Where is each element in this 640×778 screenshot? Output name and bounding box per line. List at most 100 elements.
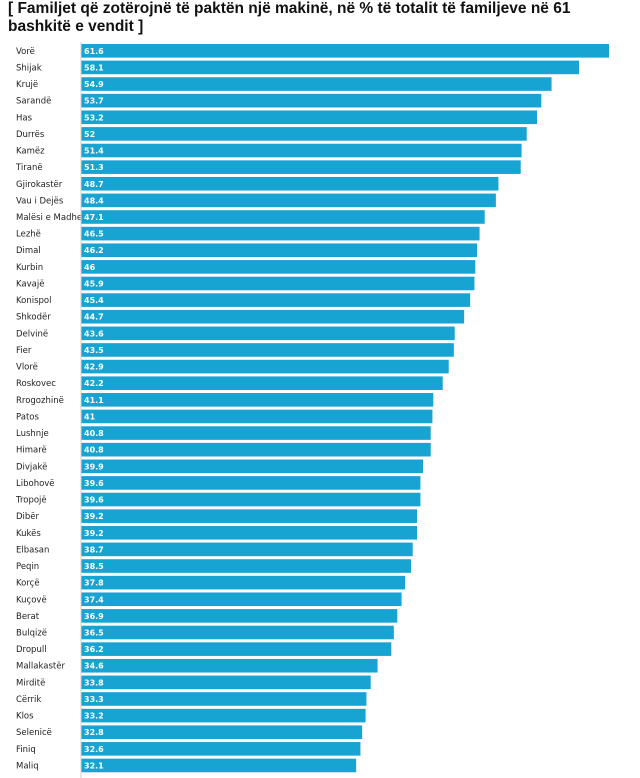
bar-row: Has 53.2 [16,110,537,125]
bar-row: Libohovë 39.6 [16,476,421,490]
category-label: Maliq [16,761,39,771]
category-label: Dropull [16,645,47,655]
bar [81,692,367,706]
bar [81,260,476,274]
category-label: Lezhë [16,230,41,240]
value-label: 48.7 [84,180,104,189]
bar [81,409,433,424]
bar [81,193,496,208]
category-label: Klos [16,712,34,722]
value-label: 36.2 [84,645,104,654]
value-label: 44.7 [84,313,104,322]
bar [81,609,398,623]
value-label: 42.9 [84,363,104,372]
bar [81,127,527,141]
value-label: 53.7 [84,97,104,106]
category-label: Himarë [16,446,47,456]
value-label: 32.8 [84,728,104,737]
value-label: 39.6 [84,496,104,505]
value-label: 33.3 [84,695,104,704]
bar [81,93,542,108]
bar [81,343,454,357]
category-label: Peqin [16,562,39,572]
bar [81,44,609,58]
bar [81,509,417,523]
bar-row: Tiranë 51.3 [15,160,521,174]
value-label: 45.9 [84,279,104,288]
bar [81,658,378,673]
value-label: 37.8 [84,579,104,588]
bar-row: Elbasan 38.7 [16,542,413,557]
bar-row: Shkodër 44.7 [16,309,465,324]
value-label: 38.5 [84,562,104,571]
bar [81,459,423,474]
category-label: Vorë [16,47,35,57]
value-label: 47.1 [84,213,104,222]
bar-row: Rrogozhinë 41.1 [16,393,434,407]
bar [81,243,477,258]
bar [81,592,402,607]
bar [81,143,522,158]
category-label: Kukës [16,529,41,539]
bar [81,492,421,507]
bar [81,575,405,590]
value-label: 33.2 [84,712,104,721]
bar-row: Kukës 39.2 [16,525,417,540]
bar-row: Maliq 32.1 [16,758,357,773]
bar-row: Krujë 54.9 [16,77,552,91]
category-label: Konispol [16,296,52,306]
value-label: 53.2 [84,113,104,122]
value-label: 36.9 [84,612,104,621]
value-label: 39.2 [84,529,104,538]
value-label: 38.7 [84,545,104,554]
value-label: 39.6 [84,479,104,488]
bar-row: Korçë 37.8 [16,575,405,590]
value-label: 32.1 [84,761,104,770]
bar [81,226,480,241]
value-label: 46.5 [84,230,104,239]
bars-layer: Vorë 61.6 Shijak 58.1 Krujë 54.9 Sarandë 53.7 Ha… [15,44,609,773]
category-label: Divjakë [16,462,47,472]
bar [81,110,537,125]
bar-row: Delvinë 43.6 [16,326,455,341]
bar-row: Dropull 36.2 [16,642,392,656]
category-label: Kurbin [16,263,43,273]
bar-row: Kamëz 51.4 [16,143,522,158]
bar-row: Tropojë 39.6 [15,492,421,507]
bar-row: Himarë 40.8 [16,442,431,457]
bar [81,742,361,756]
category-label: Lushnje [16,429,49,439]
bar [81,708,366,723]
category-label: Roskovec [16,379,56,389]
value-label: 51.3 [84,163,104,172]
value-label: 32.6 [84,745,104,754]
value-label: 43.6 [84,329,104,338]
value-label: 39.2 [84,512,104,521]
bar [81,376,443,390]
category-label: Tropojë [15,496,47,506]
bar [81,642,392,656]
category-label: Korçë [16,579,40,589]
category-label: Rrogozhinë [16,396,64,406]
bar [81,758,357,773]
bar-row: Selenicë 32.8 [16,725,363,740]
bar-row: Bulqizë 36.5 [16,625,394,640]
category-label: Vlorë [16,363,38,373]
value-label: 61.6 [84,47,104,56]
bar [81,60,579,75]
bar-row: Klos 33.2 [16,708,366,723]
value-label: 40.8 [84,446,104,455]
bar-row: Patos 41 [16,409,433,424]
bar-row: Sarandë 53.7 [16,93,542,108]
bar-row: Dimal 46.2 [16,243,477,258]
value-label: 36.5 [84,629,104,638]
category-label: Kavajë [16,279,44,289]
bar-row: Dibër 39.2 [16,509,417,523]
value-label: 43.5 [84,346,104,355]
category-label: Kamëz [16,147,45,157]
bar-row: Gjirokastër 48.7 [16,176,499,191]
bar [81,442,431,457]
value-label: 58.1 [84,63,104,72]
bar-row: Vorë 61.6 [16,44,609,58]
category-label: Malësi e Madhe [16,213,82,223]
